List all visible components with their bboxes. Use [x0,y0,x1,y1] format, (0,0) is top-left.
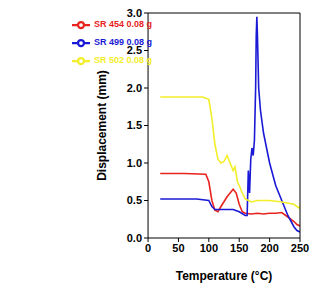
svg-text:1.0: 1.0 [127,157,142,169]
svg-text:100: 100 [200,242,218,254]
svg-text:Displacement (mm): Displacement (mm) [95,70,109,181]
svg-text:0.5: 0.5 [127,194,142,206]
svg-text:3.0: 3.0 [127,7,142,19]
svg-text:1.5: 1.5 [127,119,142,131]
svg-text:250: 250 [291,242,309,254]
svg-text:2.0: 2.0 [127,82,142,94]
svg-text:50: 50 [172,242,184,254]
svg-text:0.0: 0.0 [127,232,142,244]
svg-text:200: 200 [260,242,278,254]
svg-text:150: 150 [230,242,248,254]
svg-text:2.5: 2.5 [127,44,142,56]
svg-text:Temperature (°C): Temperature (°C) [176,269,273,283]
svg-text:0: 0 [145,242,151,254]
